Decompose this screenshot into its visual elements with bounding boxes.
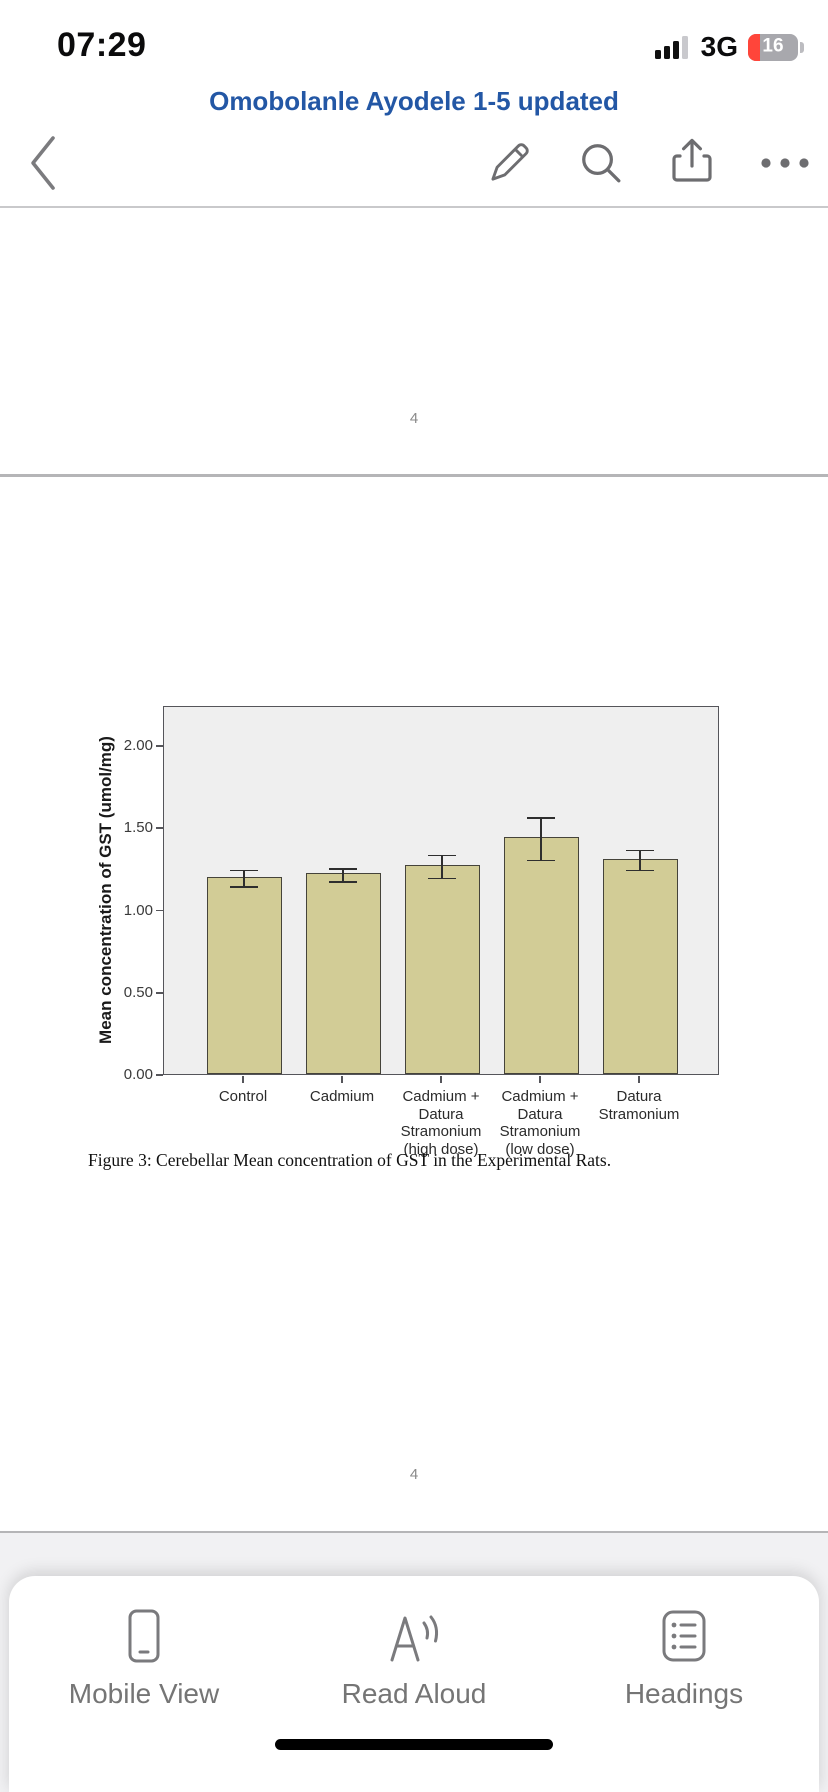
error-bar-cap [329, 881, 357, 883]
search-icon [578, 140, 624, 186]
x-category-label: Cadmium [309, 1088, 375, 1105]
pencil-icon [486, 140, 532, 186]
read-aloud-icon [384, 1608, 444, 1664]
battery-percent: 16 [762, 35, 784, 57]
chart-bar [206, 876, 282, 1074]
y-tick-label: 0.00 [123, 1066, 153, 1083]
error-bar-cap [428, 854, 456, 857]
error-bar-cap [428, 877, 456, 880]
error-bar [342, 868, 344, 882]
error-bar-cap [527, 816, 555, 819]
search-button[interactable] [578, 140, 624, 186]
cellular-signal-icon [654, 34, 691, 60]
battery-low-fill [748, 33, 760, 61]
x-category-label: Cadmium + Datura Stramonium (low dose) [499, 1088, 581, 1158]
document-title: Omobolanle Ayodele 1-5 updated [209, 86, 619, 116]
error-bar [243, 870, 245, 887]
y-tick-label: 2.00 [123, 737, 153, 754]
headings-label: Headings [624, 1678, 744, 1709]
y-tick-label: 1.00 [123, 901, 153, 919]
x-category-label: Control [218, 1088, 268, 1105]
error-bar-cap [626, 869, 654, 872]
chevron-left-icon [28, 134, 58, 192]
battery-cap [800, 41, 804, 53]
x-tick [638, 1076, 640, 1083]
y-tick-label: 0.50 [123, 983, 153, 1001]
x-category-label: Cadmium + Datura Stramonium (high dose) [400, 1088, 482, 1158]
mobile-view-button[interactable]: Mobile View [10, 1608, 277, 1710]
back-button[interactable] [28, 134, 58, 192]
headings-button[interactable]: Headings [550, 1608, 817, 1710]
read-aloud-label: Read Aloud [341, 1678, 487, 1709]
error-bar [540, 817, 542, 861]
chart-bar [602, 858, 678, 1074]
page-number-bottom: 4 [409, 1466, 419, 1483]
y-tick [156, 909, 163, 912]
more-button[interactable] [758, 156, 812, 170]
error-bar [441, 855, 443, 879]
error-bar-cap [230, 869, 258, 872]
y-tick [156, 745, 163, 747]
page-number-top: 4 [409, 410, 419, 427]
page-bottom-divider [0, 1531, 828, 1534]
figure-caption: Figure 3: Cerebellar Mean concentration … [88, 1150, 612, 1170]
share-button[interactable] [668, 136, 716, 186]
nav-divider [0, 206, 828, 208]
headings-list-icon [656, 1608, 712, 1664]
y-tick [156, 991, 163, 994]
phone-icon [127, 1608, 161, 1664]
x-tick [341, 1076, 343, 1083]
error-bar-cap [329, 867, 357, 870]
chart-bar [503, 837, 579, 1074]
edit-button[interactable] [486, 140, 532, 186]
status-time: 07:29 [57, 26, 147, 64]
y-tick [156, 1074, 163, 1076]
error-bar-cap [230, 886, 258, 888]
x-tick [539, 1076, 541, 1083]
error-bar-cap [626, 849, 654, 852]
error-bar-cap [527, 859, 555, 862]
y-tick-label: 1.50 [123, 819, 153, 837]
ellipsis-icon [758, 156, 812, 170]
chart-plot [163, 706, 719, 1075]
share-icon [668, 136, 716, 186]
x-tick [440, 1076, 442, 1083]
mobile-view-label: Mobile View [68, 1678, 220, 1709]
x-tick [242, 1076, 244, 1083]
home-indicator[interactable] [275, 1739, 553, 1750]
y-tick [156, 827, 163, 830]
battery-icon: 16 [748, 33, 804, 61]
chart-bar [404, 865, 480, 1074]
error-bar [639, 850, 641, 871]
network-type-label: 3G [700, 31, 738, 62]
read-aloud-button[interactable]: Read Aloud [280, 1608, 547, 1710]
x-category-label: Datura Stramonium [598, 1088, 680, 1123]
page-break-divider [0, 474, 828, 477]
nav-bar [0, 120, 828, 208]
chart-bar [305, 873, 381, 1074]
bottom-toolbar: Mobile View Read Aloud [9, 1576, 819, 1792]
